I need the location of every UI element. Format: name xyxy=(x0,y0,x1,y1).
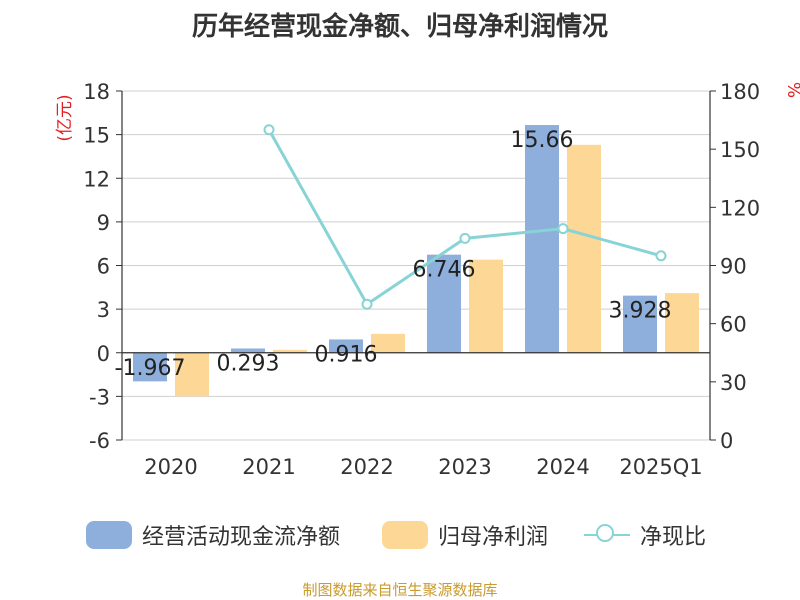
y-right-tick-label: 0 xyxy=(720,429,733,453)
x-tick-label: 2023 xyxy=(438,455,491,479)
legend-swatch-net-profit xyxy=(382,521,428,549)
y-right-tick-label: 150 xyxy=(720,138,760,162)
bar-layer xyxy=(133,125,699,397)
bar-operating-cf xyxy=(231,348,265,353)
bar-net-profit xyxy=(567,144,601,353)
ratio-point xyxy=(459,232,471,244)
ratio-point xyxy=(361,298,373,310)
legend-label-net-profit: 归母净利润 xyxy=(438,525,549,550)
y-right-tick-label: 60 xyxy=(720,313,747,337)
bar-operating-cf xyxy=(623,295,657,353)
x-tick-label: 2024 xyxy=(536,455,589,479)
y-right-tick-label: 90 xyxy=(720,255,747,279)
ratio-line-layer xyxy=(263,124,667,310)
ratio-point xyxy=(557,223,569,235)
data-label-operating-cf: 15.66 xyxy=(511,128,574,153)
bar-operating-cf xyxy=(133,352,167,382)
data-label-operating-cf: 0.293 xyxy=(217,351,280,376)
legend-item-operating-cf[interactable]: 经营活动现金流净额 xyxy=(86,515,340,555)
bar-operating-cf xyxy=(525,125,559,353)
x-tick-label: 2021 xyxy=(242,455,295,479)
data-label-operating-cf: 3.928 xyxy=(609,299,672,324)
legend: 经营活动现金流净额 归母净利润 净现比 xyxy=(0,515,800,555)
bar-net-profit xyxy=(273,349,307,353)
y-left-tick-label: 15 xyxy=(83,124,110,148)
bar-net-profit xyxy=(469,259,503,353)
legend-line-marker-icon xyxy=(584,521,630,549)
legend-item-net-profit[interactable]: 归母净利润 xyxy=(382,515,548,555)
y-right-tick-label: 30 xyxy=(720,371,747,395)
ratio-point xyxy=(655,250,667,262)
y-left-tick-label: 9 xyxy=(97,211,110,235)
bar-net-profit xyxy=(175,352,209,397)
y-right-unit-label: % xyxy=(783,82,800,98)
y-left-tick-label: -6 xyxy=(89,429,110,453)
legend-item-ratio[interactable]: 净现比 xyxy=(584,515,706,555)
bar-operating-cf xyxy=(427,254,461,353)
data-label-operating-cf: 6.746 xyxy=(413,258,476,283)
bar-operating-cf xyxy=(329,339,363,353)
x-tick-label: 2020 xyxy=(144,455,197,479)
y-left-tick-label: 0 xyxy=(97,342,110,366)
legend-swatch-operating-cf xyxy=(86,521,132,549)
chart-title: 历年经营现金净额、归母净利润情况 xyxy=(191,12,608,42)
y-left-tick-label: -3 xyxy=(89,385,110,409)
ratio-point xyxy=(263,124,275,136)
y-right-tick-label: 180 xyxy=(720,80,760,104)
data-label-operating-cf: 0.916 xyxy=(315,342,378,367)
bar-net-profit xyxy=(665,293,699,353)
x-tick-label: 2022 xyxy=(340,455,393,479)
source-note: 制图数据来自恒生聚源数据库 xyxy=(302,581,498,599)
y-left-tick-label: 18 xyxy=(83,80,110,104)
y-right-tick-label: 120 xyxy=(720,196,760,220)
data-label-layer: -1.967 0.293 0.916 6.746 15.66 3.928 xyxy=(115,128,672,381)
y-left-tick-label: 3 xyxy=(97,298,110,322)
y-left-tick-label: 6 xyxy=(97,255,110,279)
y-left-tick-label: 12 xyxy=(83,167,110,191)
x-tick-label: 2025Q1 xyxy=(619,455,702,479)
legend-label-ratio: 净现比 xyxy=(640,525,707,550)
legend-label-operating-cf: 经营活动现金流净额 xyxy=(142,525,341,550)
y-left-unit-label: (亿元) xyxy=(55,94,75,141)
bar-net-profit xyxy=(371,333,405,353)
data-label-operating-cf: -1.967 xyxy=(115,356,186,381)
axes: -6-303691215180306090120150180(亿元)%20202… xyxy=(55,80,800,479)
